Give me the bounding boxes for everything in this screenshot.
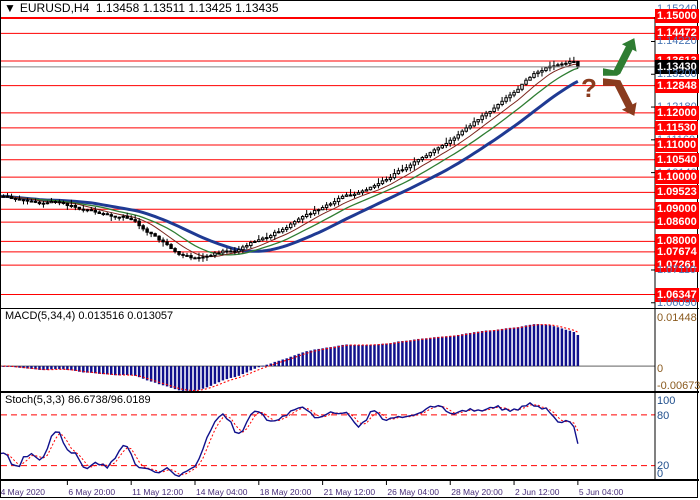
svg-text:6 May 20:00: 6 May 20:00 bbox=[68, 487, 115, 497]
svg-text:4 May 2020: 4 May 2020 bbox=[1, 487, 45, 497]
svg-text:18 May 20:00: 18 May 20:00 bbox=[260, 487, 312, 497]
svg-text:5 Jun 04:00: 5 Jun 04:00 bbox=[579, 487, 624, 497]
svg-text:2 Jun 12:00: 2 Jun 12:00 bbox=[515, 487, 560, 497]
svg-text:21 May 12:00: 21 May 12:00 bbox=[324, 487, 376, 497]
svg-text:28 May 20:00: 28 May 20:00 bbox=[451, 487, 503, 497]
svg-text:26 May 04:00: 26 May 04:00 bbox=[387, 487, 439, 497]
svg-text:14 May 04:00: 14 May 04:00 bbox=[196, 487, 248, 497]
svg-text:11 May 12:00: 11 May 12:00 bbox=[132, 487, 183, 497]
